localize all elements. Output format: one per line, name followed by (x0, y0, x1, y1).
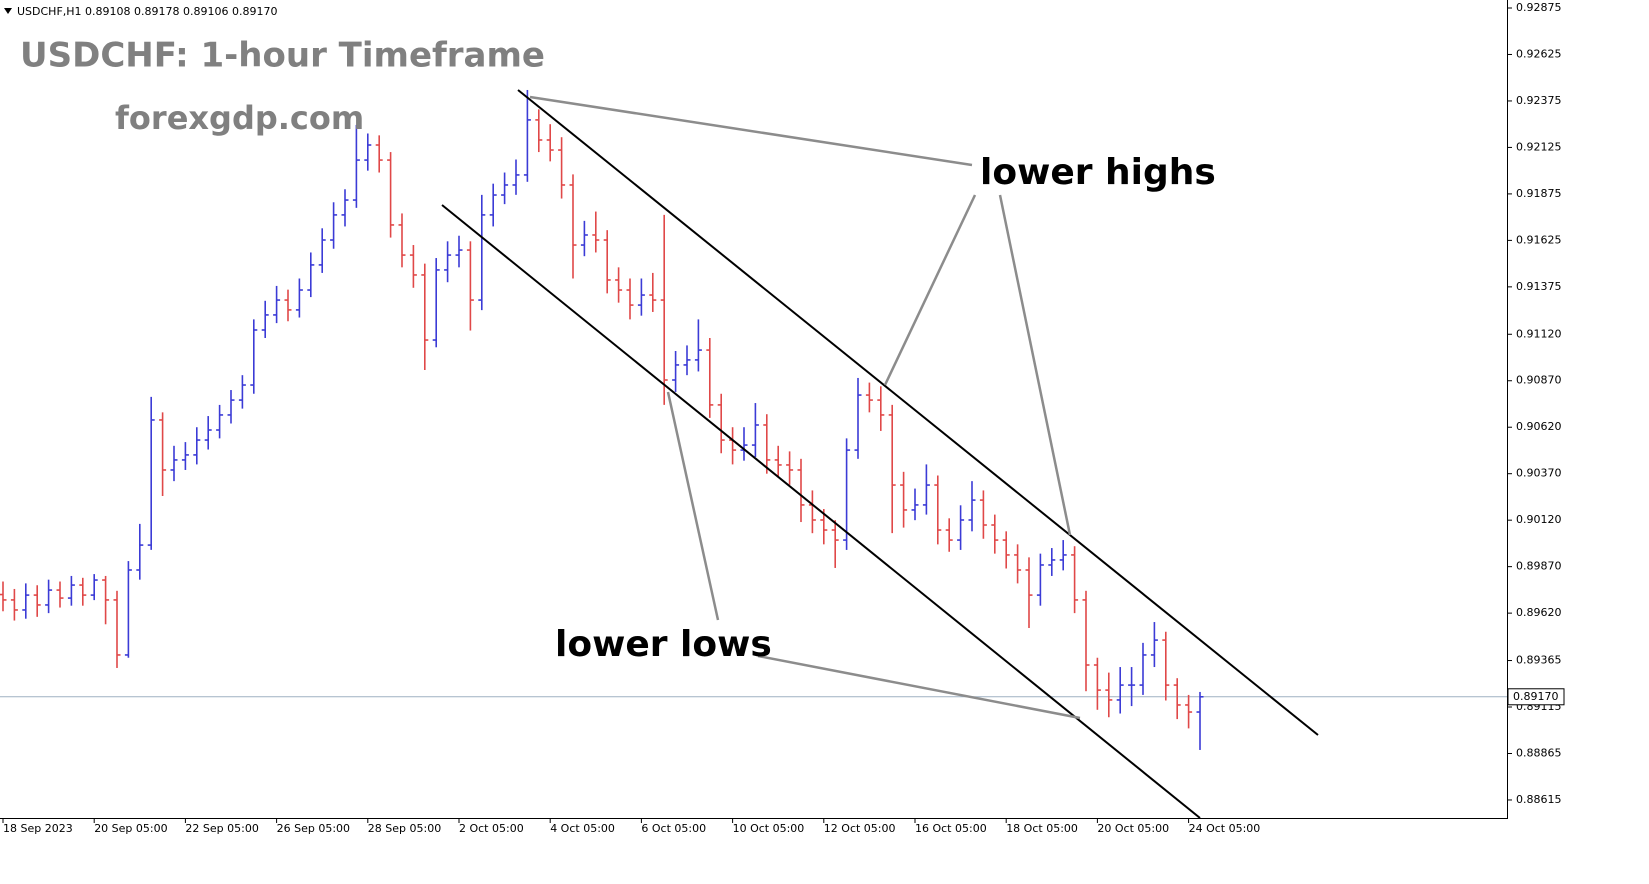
x-tick-label: 24 Oct 05:00 (1189, 822, 1261, 835)
y-tick-label: 0.91625 (1516, 233, 1562, 246)
x-tick-label: 6 Oct 05:00 (641, 822, 706, 835)
x-tick-label: 22 Sep 05:00 (185, 822, 258, 835)
pointer-line (883, 194, 977, 386)
y-tick-label: 0.90870 (1516, 374, 1562, 387)
y-tick-label: 0.88865 (1516, 746, 1562, 759)
y-tick-label: 0.91375 (1516, 280, 1562, 293)
menu-arrow (4, 8, 12, 14)
x-tick-label: 28 Sep 05:00 (368, 822, 441, 835)
x-tick-label: 16 Oct 05:00 (915, 822, 987, 835)
x-tick-label: 18 Oct 05:00 (1006, 822, 1078, 835)
x-tick-label: 20 Oct 05:00 (1097, 822, 1169, 835)
y-tick-label: 0.88615 (1516, 793, 1562, 806)
y-tick-label: 0.89620 (1516, 606, 1562, 619)
y-tick-label: 0.90120 (1516, 513, 1562, 526)
symbol-header: USDCHF,H1 0.89108 0.89178 0.89106 0.8917… (17, 5, 278, 18)
y-tick-label: 0.91120 (1516, 327, 1562, 340)
y-tick-label: 0.91875 (1516, 187, 1562, 200)
y-tick-label: 0.92125 (1516, 140, 1562, 153)
annotation: lower highs (980, 152, 1216, 193)
y-tick-label: 0.90620 (1516, 420, 1562, 433)
y-tick-label: 0.92875 (1516, 1, 1562, 14)
y-tick-label: 0.90370 (1516, 467, 1562, 480)
y-tick-label: 0.89365 (1516, 654, 1562, 667)
x-tick-label: 10 Oct 05:00 (733, 822, 805, 835)
annotation: lower lows (555, 624, 772, 665)
upper-channel-line (517, 89, 1319, 736)
y-tick-label: 0.89870 (1516, 560, 1562, 573)
y-tick-label: 0.92625 (1516, 47, 1562, 60)
watermark: forexgdp.com (115, 99, 364, 137)
price-label: 0.89170 (1513, 690, 1559, 703)
x-tick-label: 20 Sep 05:00 (94, 822, 167, 835)
chart-title: USDCHF: 1-hour Timeframe (20, 36, 545, 76)
x-tick-label: 26 Sep 05:00 (277, 822, 350, 835)
x-tick-label: 2 Oct 05:00 (459, 822, 524, 835)
plot-area (0, 89, 1507, 750)
pointer-line (998, 194, 1072, 536)
x-tick-label: 4 Oct 05:00 (550, 822, 615, 835)
x-tick-label: 12 Oct 05:00 (824, 822, 896, 835)
pointer-line (529, 95, 973, 167)
y-tick-label: 0.92375 (1516, 94, 1562, 107)
price-label-box (1507, 688, 1565, 706)
pointer-line (666, 391, 720, 621)
pointer-line (757, 654, 1081, 720)
x-tick-label: 18 Sep 2023 (3, 822, 73, 835)
